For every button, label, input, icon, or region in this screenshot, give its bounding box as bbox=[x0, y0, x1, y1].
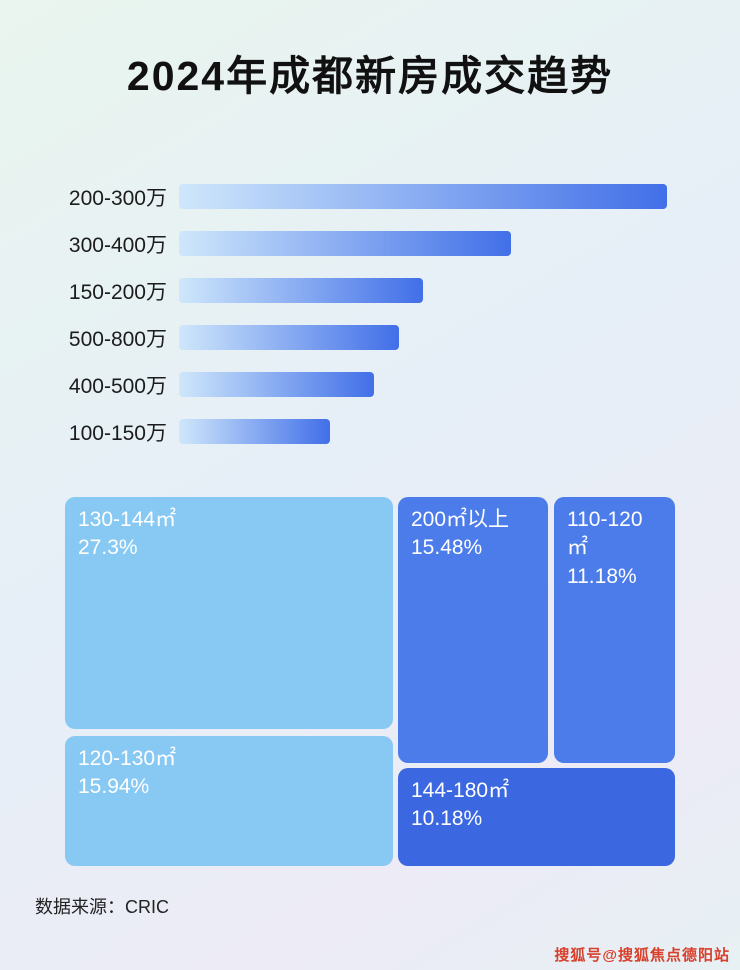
treemap-block-label: 110-120㎡ bbox=[567, 508, 643, 560]
watermark: 搜狐号@搜狐焦点德阳站 bbox=[554, 947, 730, 964]
area-share-treemap: 130-144㎡ 27.3% 120-130㎡ 15.94% 200㎡以上 15… bbox=[65, 497, 675, 866]
treemap-block-value: 15.48% bbox=[411, 536, 483, 560]
treemap-block-130-144: 130-144㎡ 27.3% bbox=[65, 497, 393, 729]
treemap-block-value: 10.18% bbox=[411, 807, 483, 831]
bar-row: 400-500万 bbox=[55, 372, 667, 398]
treemap-block-label: 144-180㎡ bbox=[411, 779, 510, 802]
bar-row: 150-200万 bbox=[55, 278, 667, 304]
treemap-block-200-plus: 200㎡以上 15.48% bbox=[398, 497, 548, 763]
bar-row: 500-800万 bbox=[55, 325, 667, 351]
bar-track bbox=[179, 278, 667, 303]
bar-label: 200-300万 bbox=[68, 186, 167, 210]
treemap-block-120-130: 120-130㎡ 15.94% bbox=[65, 736, 393, 866]
bar-row: 100-150万 bbox=[55, 419, 667, 445]
bar-track bbox=[179, 419, 667, 444]
page-title: 2024年成都新房成交趋势 bbox=[126, 53, 614, 99]
bar-track bbox=[179, 372, 667, 397]
treemap-block-label: 130-144㎡ bbox=[78, 508, 177, 531]
bar-label: 150-200万 bbox=[68, 280, 167, 304]
treemap-block-value: 11.18% bbox=[567, 564, 637, 588]
bar-300-400 bbox=[179, 231, 511, 256]
bar-400-500 bbox=[179, 372, 375, 397]
treemap-block-label: 200㎡以上 bbox=[411, 508, 510, 531]
treemap-block-value: 27.3% bbox=[78, 536, 138, 560]
bar-row: 300-400万 bbox=[55, 231, 667, 257]
treemap-block-value: 15.94% bbox=[78, 775, 150, 799]
price-range-bar-chart: 200-300万 300-400万 150-200万 500-800万 400-… bbox=[55, 184, 667, 445]
bar-500-800 bbox=[179, 325, 399, 350]
bar-label: 100-150万 bbox=[68, 421, 167, 445]
treemap-block-144-180: 144-180㎡ 10.18% bbox=[398, 768, 675, 866]
bar-label: 300-400万 bbox=[68, 233, 167, 257]
bar-track bbox=[179, 231, 667, 256]
bar-200-300 bbox=[179, 184, 667, 209]
bar-150-200 bbox=[179, 278, 423, 303]
bar-row: 200-300万 bbox=[55, 184, 667, 210]
bar-100-150 bbox=[179, 419, 331, 444]
bar-label: 500-800万 bbox=[68, 327, 167, 351]
bar-track bbox=[179, 184, 667, 209]
data-source: 数据来源：CRIC bbox=[35, 897, 169, 917]
treemap-block-label: 120-130㎡ bbox=[78, 747, 177, 770]
treemap-block-110-120: 110-120㎡ 11.18% bbox=[554, 497, 675, 763]
bar-track bbox=[179, 325, 667, 350]
bar-label: 400-500万 bbox=[68, 374, 167, 398]
